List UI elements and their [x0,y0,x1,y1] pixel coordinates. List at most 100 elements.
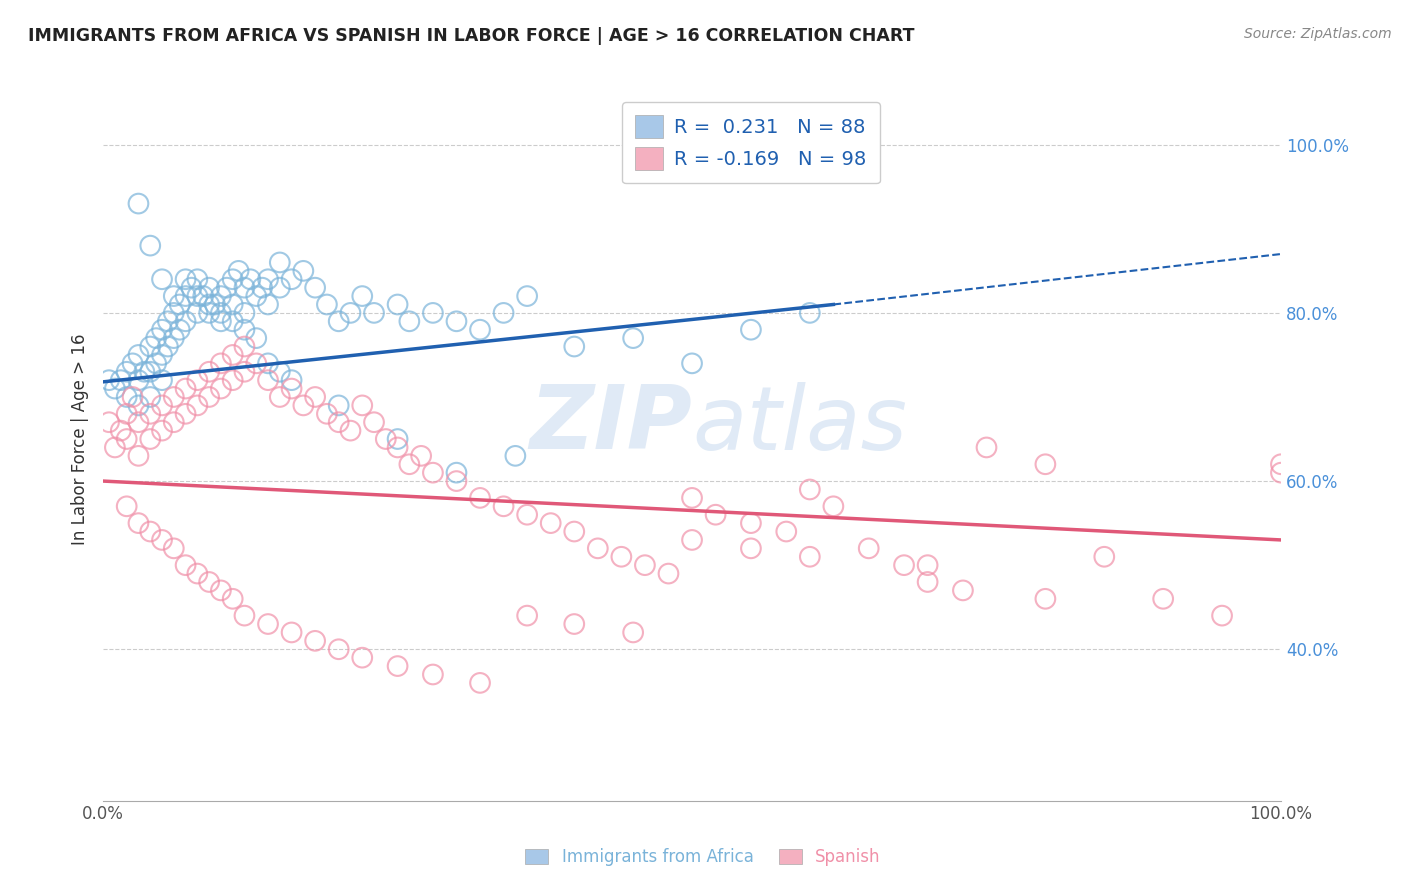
Point [740,323,762,337]
Point [468,491,491,505]
Point [139,339,162,353]
Point [198,297,221,311]
Point [110,424,132,438]
Point [127,415,149,429]
Point [586,541,609,556]
Point [209,306,232,320]
Point [858,541,880,556]
Point [446,466,468,480]
Point [198,306,221,320]
Point [799,306,821,320]
Point [139,238,162,252]
Point [233,365,256,379]
Point [245,356,267,370]
Point [121,390,143,404]
Point [280,625,302,640]
Point [228,264,250,278]
Point [562,339,585,353]
Point [150,348,173,362]
Point [139,432,162,446]
Point [704,508,727,522]
Point [221,591,243,606]
Point [823,500,845,514]
Point [233,608,256,623]
Point [115,407,138,421]
Point [145,331,167,345]
Point [516,608,538,623]
Point [422,667,444,681]
Point [198,280,221,294]
Point [516,289,538,303]
Point [304,633,326,648]
Point [174,272,197,286]
Point [163,415,186,429]
Point [562,524,585,539]
Point [280,272,302,286]
Point [174,558,197,573]
Legend: R =  0.231   N = 88, R = -0.169   N = 98: R = 0.231 N = 88, R = -0.169 N = 98 [621,102,880,184]
Text: ZIP: ZIP [529,381,692,468]
Point [516,508,538,522]
Point [110,373,132,387]
Point [186,398,208,412]
Point [115,432,138,446]
Point [115,390,138,404]
Point [174,407,197,421]
Point [121,356,143,370]
Point [245,331,267,345]
Point [328,314,350,328]
Point [657,566,679,581]
Point [540,516,562,530]
Point [917,558,939,573]
Point [209,289,232,303]
Point [621,625,644,640]
Point [304,280,326,294]
Point [245,289,267,303]
Point [1092,549,1115,564]
Point [139,365,162,379]
Point [198,574,221,589]
Point [1152,591,1174,606]
Point [186,373,208,387]
Point [163,541,186,556]
Point [257,356,280,370]
Y-axis label: In Labor Force | Age > 16: In Labor Force | Age > 16 [72,334,89,545]
Point [221,272,243,286]
Point [198,390,221,404]
Point [775,524,797,539]
Point [468,676,491,690]
Point [204,297,226,311]
Point [976,441,998,455]
Point [328,642,350,657]
Point [163,306,186,320]
Point [387,432,409,446]
Point [387,297,409,311]
Point [257,272,280,286]
Point [127,398,149,412]
Point [139,390,162,404]
Point [215,280,238,294]
Point [352,398,374,412]
Point [1035,591,1057,606]
Point [150,323,173,337]
Text: atlas: atlas [692,382,907,467]
Point [186,272,208,286]
Point [209,314,232,328]
Point [221,348,243,362]
Point [98,373,121,387]
Point [952,583,974,598]
Point [127,373,149,387]
Point [446,314,468,328]
Point [150,272,173,286]
Point [280,373,302,387]
Point [150,398,173,412]
Point [799,483,821,497]
Point [292,264,315,278]
Point [446,474,468,488]
Point [115,365,138,379]
Point [127,449,149,463]
Point [304,390,326,404]
Point [917,574,939,589]
Point [186,306,208,320]
Point [98,415,121,429]
